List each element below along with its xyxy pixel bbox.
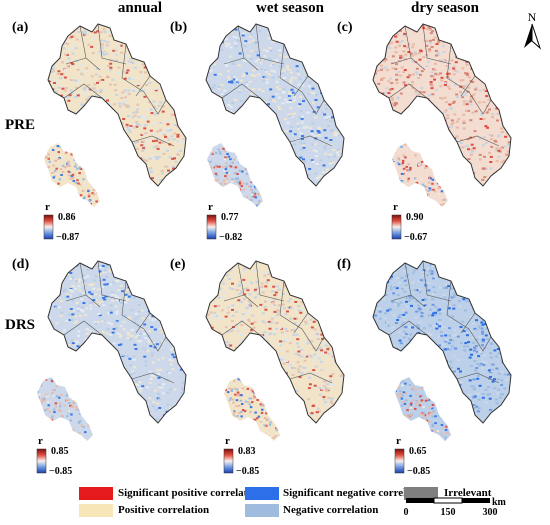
country-outline-4: [47, 260, 187, 424]
colorbar-var-label: r: [45, 201, 50, 213]
colorbar-min-label: −0.82: [219, 232, 243, 243]
scale-unit: km: [492, 497, 507, 508]
province-boundaries-3: [388, 23, 500, 147]
colorbar-5: [223, 448, 234, 474]
north-label: N: [528, 10, 537, 24]
legend-swatch-irrelevant: [404, 487, 438, 500]
scale-tick-300: 300: [483, 507, 498, 518]
country-outline-3: [372, 23, 512, 187]
legend-label-irrelevant: Irrelevant: [444, 487, 492, 499]
colorbar-max-label: 0.83: [238, 446, 256, 457]
column-title-annual: annual: [117, 0, 163, 16]
province-boundaries-4: [63, 260, 175, 384]
colorbar-min-label: −0.67: [404, 232, 428, 243]
colorbar-max-label: 0.90: [406, 212, 424, 223]
colorbar-6: [394, 448, 405, 474]
colorbar-min-label: −0.87: [56, 232, 80, 243]
colorbar-min-label: −0.85: [236, 466, 260, 477]
colorbar-var-label: r: [208, 201, 213, 213]
province-boundaries-2: [221, 23, 333, 147]
colorbar-max-label: 0.86: [58, 212, 76, 223]
country-outline-1: [47, 23, 187, 187]
province-boundaries-6: [388, 260, 500, 384]
colorbar-var-label: r: [393, 201, 398, 213]
inset-map-3: [392, 143, 448, 207]
scale-tick-150: 150: [441, 507, 456, 518]
country-outline-6: [372, 260, 512, 424]
legend-label-sig-neg: Significant negative correlation: [283, 487, 431, 499]
province-boundaries-5: [221, 260, 333, 384]
panel-tag: (a): [12, 20, 29, 35]
legend-label-pos: Positive correlation: [118, 504, 210, 516]
row-label-pre: PRE: [5, 117, 35, 133]
row-label-drs: DRS: [5, 317, 36, 333]
inset-map-6: [395, 377, 451, 441]
inset-map-4: [37, 377, 93, 441]
colorbar-min-label: −0.85: [49, 466, 73, 477]
colorbar-2: [206, 214, 217, 240]
panel-tag: (d): [12, 257, 30, 272]
legend-label-sig-pos: Significant positive correlation: [118, 487, 263, 499]
legend-swatch-sig-pos: [79, 487, 113, 500]
colorbar-var-label: r: [396, 435, 401, 447]
colorbar-max-label: 0.85: [51, 446, 69, 457]
north-arrow-icon: N: [524, 10, 542, 50]
colorbar-var-label: r: [38, 435, 43, 447]
scale-bar: 0 150 300 km: [404, 497, 507, 518]
legend-swatch-sig-neg: [245, 487, 279, 500]
scale-tick-0: 0: [404, 507, 409, 518]
inset-map-2: [207, 143, 263, 207]
column-title-dry-season: dry season: [411, 0, 479, 16]
colorbar-max-label: 0.77: [221, 212, 239, 223]
panel-tag: (e): [170, 257, 186, 272]
colorbar-3: [391, 214, 402, 240]
inset-map-1: [44, 143, 100, 207]
colorbar-var-label: r: [225, 435, 230, 447]
country-outline-2: [205, 23, 345, 187]
colorbar-4: [36, 448, 47, 474]
country-outline-5: [205, 260, 345, 424]
colorbar-min-label: −0.85: [407, 466, 431, 477]
panel-tag: (b): [170, 20, 188, 35]
legend-swatch-pos: [79, 504, 113, 517]
legend-swatch-neg: [245, 504, 279, 517]
column-title-wet-season: wet season: [256, 0, 324, 16]
colorbar-1: [43, 214, 54, 240]
legend-label-neg: Negative correlation: [283, 504, 379, 516]
colorbar-max-label: 0.65: [409, 446, 427, 457]
inset-map-5: [224, 377, 280, 441]
panel-tag: (f): [337, 257, 351, 272]
panel-tag: (c): [337, 20, 353, 35]
province-boundaries-1: [63, 23, 175, 147]
